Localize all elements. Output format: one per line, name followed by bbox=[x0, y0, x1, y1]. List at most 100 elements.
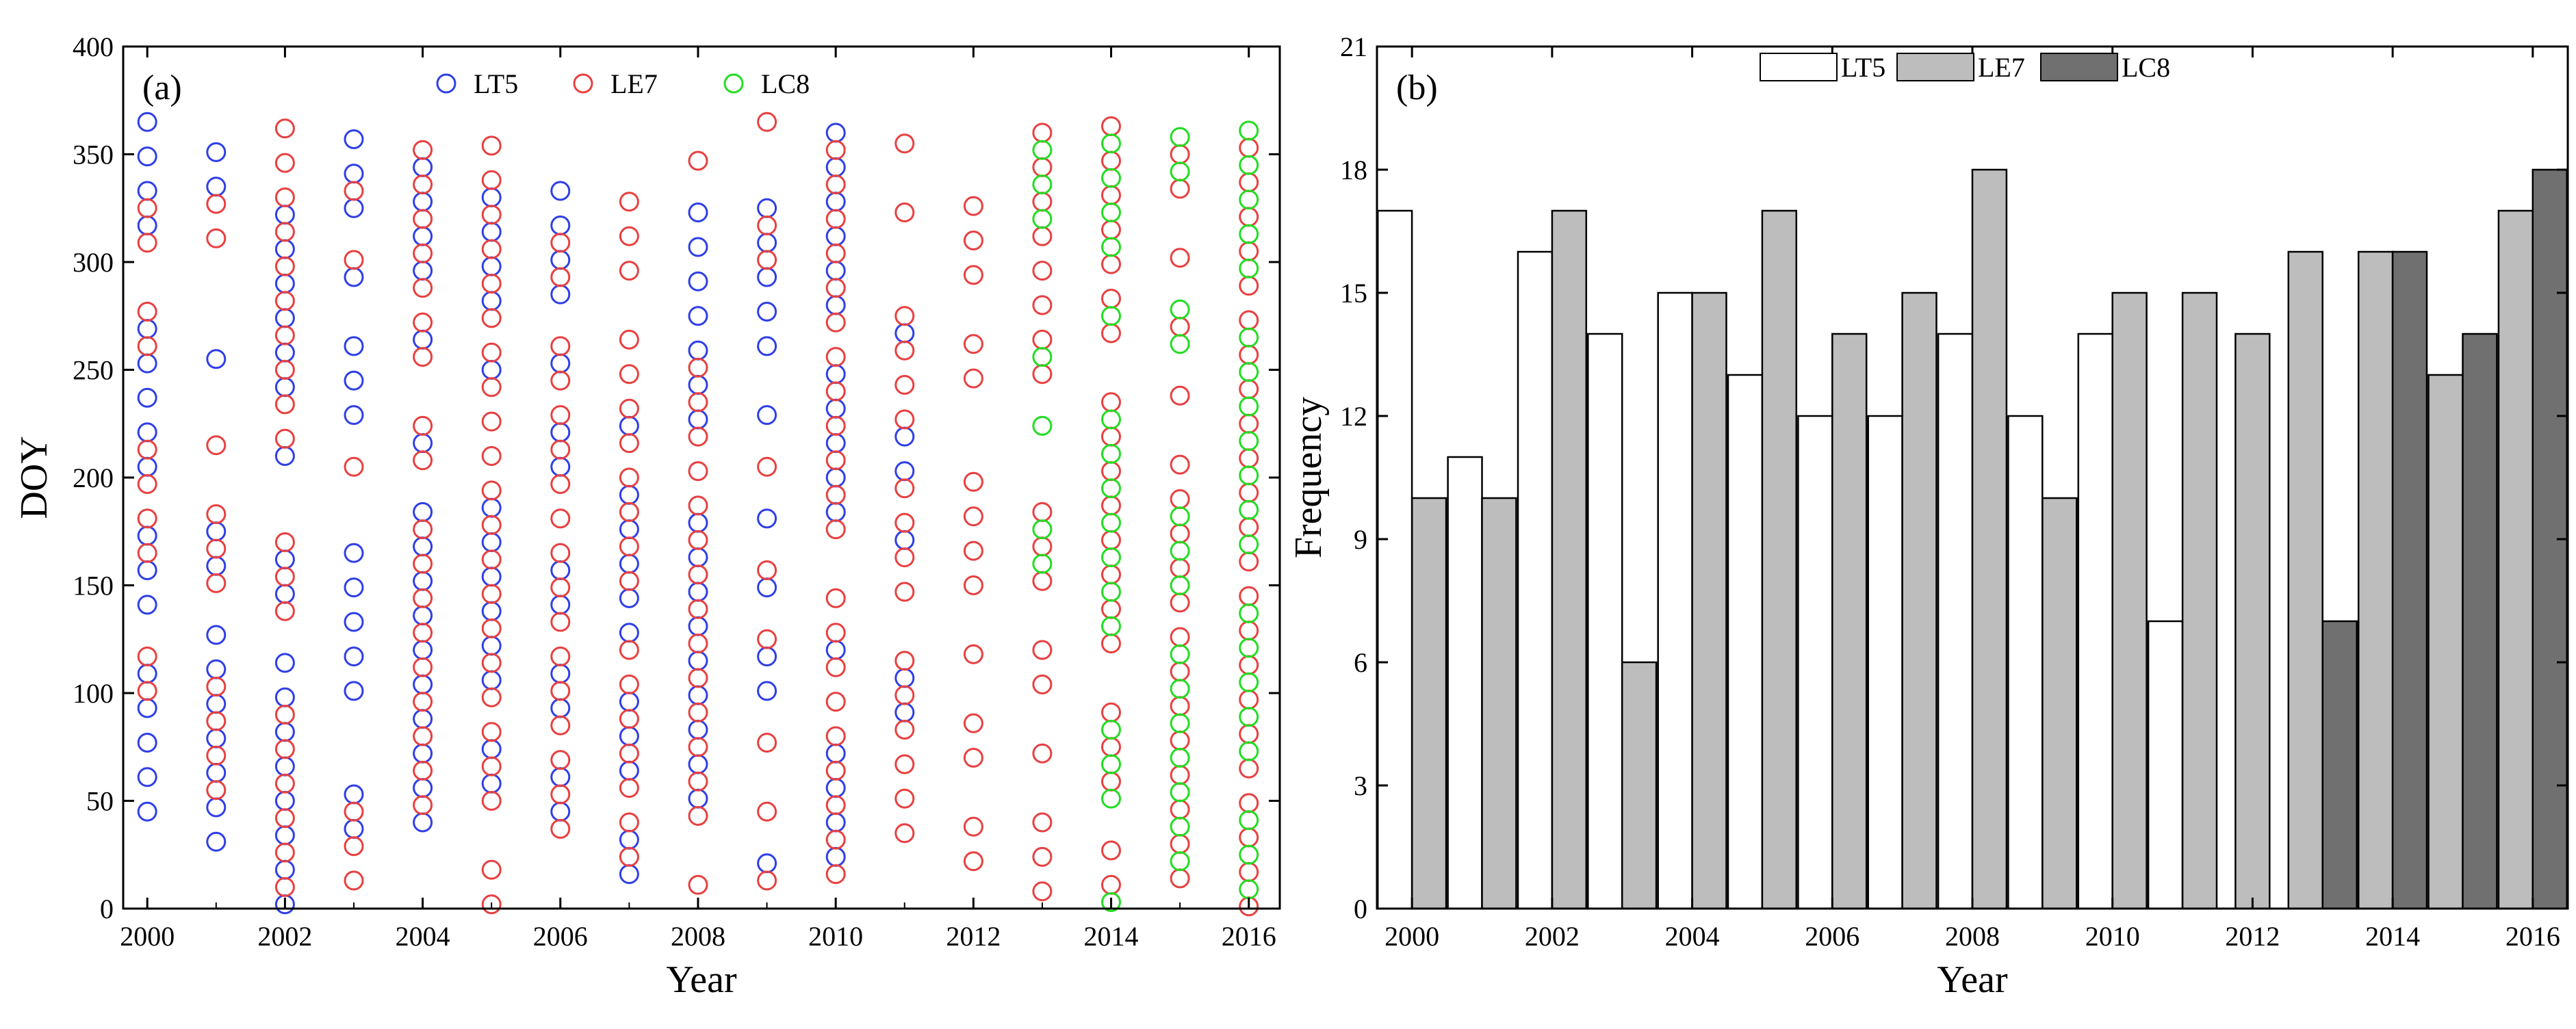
point-le7-2008-171 bbox=[688, 530, 708, 550]
point-lt5-2008-51 bbox=[688, 788, 708, 809]
point-lt5-2006-253 bbox=[550, 353, 571, 374]
point-lt5-2006-205 bbox=[550, 456, 571, 477]
point-le7-2013-104 bbox=[1032, 674, 1053, 694]
point-lt5-2004-296 bbox=[413, 261, 433, 281]
point-le7-2015-142 bbox=[1170, 592, 1190, 613]
point-lt5-2005-170 bbox=[481, 532, 502, 552]
point-lt5-2001-79 bbox=[206, 728, 227, 748]
point-lc8-2016-329 bbox=[1239, 190, 1259, 210]
point-le7-2011-35 bbox=[894, 823, 915, 844]
point-le7-2014-11 bbox=[1101, 874, 1121, 895]
point-lt5-2005-138 bbox=[481, 601, 502, 621]
point-lt5-2000-77 bbox=[137, 733, 157, 753]
point-lt5-2002-146 bbox=[274, 584, 295, 604]
point-le7-2006-213 bbox=[550, 439, 571, 460]
point-lt5-2005-154 bbox=[481, 566, 502, 587]
bar-le7-2000 bbox=[1411, 497, 1447, 910]
point-le7-2006-85 bbox=[550, 715, 571, 735]
point-le7-2000-117 bbox=[137, 647, 157, 666]
point-le7-2000-309 bbox=[137, 233, 157, 253]
point-le7-2014-363 bbox=[1101, 116, 1121, 136]
point-lt5-2002-162 bbox=[274, 549, 295, 570]
bar-lc8-2015 bbox=[2462, 333, 2498, 910]
point-lt5-2004-328 bbox=[413, 192, 433, 212]
y-tick-label: 250 bbox=[73, 355, 114, 386]
point-le7-2013-40 bbox=[1032, 812, 1053, 833]
point-le7-2010-192 bbox=[825, 484, 846, 505]
legend: LT5 LE7 LC8 bbox=[1760, 52, 2170, 83]
point-le7-2009-365 bbox=[757, 112, 777, 132]
point-lt5-2009-149 bbox=[757, 577, 777, 598]
point-le7-2007-264 bbox=[619, 329, 639, 350]
point-lc8-2016-9 bbox=[1239, 879, 1259, 900]
x-tick-label: 2004 bbox=[1665, 921, 1720, 952]
point-lt5-2004-168 bbox=[413, 536, 433, 557]
y-tick-label: 15 bbox=[1340, 278, 1367, 309]
y-tick-label: 18 bbox=[1340, 155, 1367, 185]
bar-le7-2013 bbox=[2287, 250, 2323, 910]
point-le7-2015-46 bbox=[1170, 799, 1190, 820]
point-le7-2003-45 bbox=[344, 801, 364, 822]
point-le7-2014-347 bbox=[1101, 151, 1121, 171]
point-le7-2014-155 bbox=[1101, 564, 1121, 585]
point-lt5-2002-50 bbox=[274, 791, 295, 811]
point-lc8-2014-51 bbox=[1101, 788, 1121, 809]
point-le7-2015-30 bbox=[1170, 834, 1190, 854]
point-lt5-2007-144 bbox=[619, 588, 639, 608]
point-le7-2008-235 bbox=[688, 392, 708, 413]
point-le7-2001-87 bbox=[206, 711, 227, 731]
point-le7-2004-320 bbox=[413, 209, 433, 229]
point-le7-2003-301 bbox=[344, 250, 364, 270]
point-lc8-2015-342 bbox=[1170, 161, 1190, 182]
point-le7-2010-272 bbox=[825, 312, 846, 333]
point-le7-2011-243 bbox=[894, 375, 915, 395]
y-tick-label: 300 bbox=[73, 247, 114, 278]
point-le7-2016-177 bbox=[1239, 517, 1259, 537]
bar-le7-2012 bbox=[2234, 333, 2271, 910]
point-le7-2015-110 bbox=[1170, 662, 1190, 681]
point-lc8-2014-227 bbox=[1101, 409, 1121, 430]
point-le7-2010-96 bbox=[825, 692, 846, 712]
point-le7-2002-74 bbox=[274, 739, 295, 759]
point-lc8-2015-118 bbox=[1170, 644, 1190, 664]
point-lt5-2002-98 bbox=[274, 687, 295, 707]
point-le7-2008-59 bbox=[688, 771, 708, 792]
point-lt5-2002-34 bbox=[274, 825, 295, 846]
point-le7-2002-314 bbox=[274, 222, 295, 242]
point-le7-2011-227 bbox=[894, 409, 915, 430]
point-lt5-2005-122 bbox=[481, 636, 502, 656]
panel-label: (b) bbox=[1396, 68, 1438, 107]
point-le7-2005-274 bbox=[481, 308, 502, 328]
point-le7-2004-80 bbox=[413, 726, 433, 746]
bar-le7-2008 bbox=[1971, 168, 2008, 910]
point-le7-2002-298 bbox=[274, 256, 295, 276]
point-le7-2012-118 bbox=[963, 644, 983, 664]
y-tick-label: 12 bbox=[1340, 401, 1367, 432]
point-lt5-2000-317 bbox=[137, 216, 157, 235]
point-le7-2002-10 bbox=[274, 877, 295, 897]
y-tick-label: 0 bbox=[1354, 894, 1367, 924]
bar-marks bbox=[1376, 168, 2568, 910]
point-le7-2006-53 bbox=[550, 784, 571, 805]
point-lt5-2003-341 bbox=[344, 164, 364, 184]
point-le7-2013-8 bbox=[1032, 881, 1053, 902]
point-le7-2005-178 bbox=[481, 514, 502, 535]
point-lt5-2008-227 bbox=[688, 409, 708, 430]
point-le7-2006-101 bbox=[550, 681, 571, 701]
point-lt5-2002-274 bbox=[274, 308, 295, 328]
point-lt5-2003-229 bbox=[344, 405, 364, 426]
point-le7-2010-208 bbox=[825, 450, 846, 471]
point-lt5-2010-296 bbox=[825, 261, 846, 281]
point-le7-2006-293 bbox=[550, 267, 571, 287]
point-le7-2010-224 bbox=[825, 415, 846, 436]
point-lt5-2010-120 bbox=[825, 640, 846, 660]
point-lt5-2009-261 bbox=[757, 336, 777, 356]
point-lt5-2003-245 bbox=[344, 370, 364, 391]
point-lt5-2005-106 bbox=[481, 670, 502, 690]
point-le7-2007-216 bbox=[619, 433, 639, 454]
axes: 2000 2002 2004 2006 2008 2010 2012 2014 2016 0 3 6 9… bbox=[1340, 31, 2568, 952]
point-lt5-2000-349 bbox=[137, 146, 157, 167]
x-tick-label: 2006 bbox=[533, 921, 588, 952]
point-le7-2008-43 bbox=[688, 806, 708, 826]
point-le7-2005-162 bbox=[481, 549, 502, 570]
